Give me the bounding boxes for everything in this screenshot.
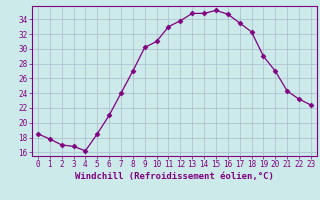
X-axis label: Windchill (Refroidissement éolien,°C): Windchill (Refroidissement éolien,°C) xyxy=(75,172,274,181)
